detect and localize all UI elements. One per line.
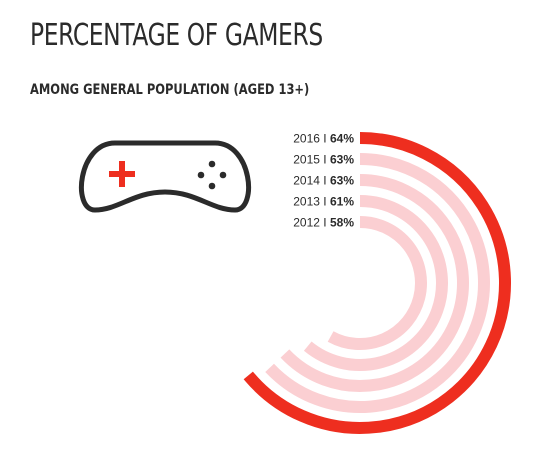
legend-labels: 2016 I 64%2015 I 63%2014 I 63%2013 I 61%…: [293, 132, 354, 230]
chart-title: PERCENTAGE OF GAMERS: [30, 18, 323, 53]
label-value: 58%: [330, 216, 354, 230]
label-value: 61%: [330, 195, 354, 209]
label-separator: I: [320, 153, 330, 167]
label-separator: I: [320, 174, 330, 188]
label-value: 63%: [330, 153, 354, 167]
label-2014: 2014 I 63%: [293, 174, 354, 188]
label-2013: 2013 I 61%: [293, 195, 354, 209]
label-year: 2016: [293, 132, 320, 146]
arc-2015: [265, 153, 491, 413]
arc-2013: [303, 195, 448, 371]
label-year: 2013: [293, 195, 320, 209]
label-2015: 2015 I 63%: [293, 153, 354, 167]
label-value: 64%: [330, 132, 354, 146]
label-2016: 2016 I 64%: [293, 132, 354, 146]
label-2012: 2012 I 58%: [293, 216, 354, 230]
label-year: 2012: [293, 216, 320, 230]
gamepad-icon: [79, 140, 251, 213]
label-separator: I: [320, 216, 330, 230]
arc-2016: [243, 132, 511, 434]
arc-2014: [280, 174, 469, 392]
label-year: 2015: [293, 153, 320, 167]
arc-2012: [327, 216, 427, 350]
chart-subtitle: AMONG GENERAL POPULATION (AGED 13+): [30, 82, 310, 98]
label-separator: I: [320, 132, 330, 146]
label-year: 2014: [293, 174, 320, 188]
arc-series: [243, 132, 511, 434]
label-value: 63%: [330, 174, 354, 188]
label-separator: I: [320, 195, 330, 209]
